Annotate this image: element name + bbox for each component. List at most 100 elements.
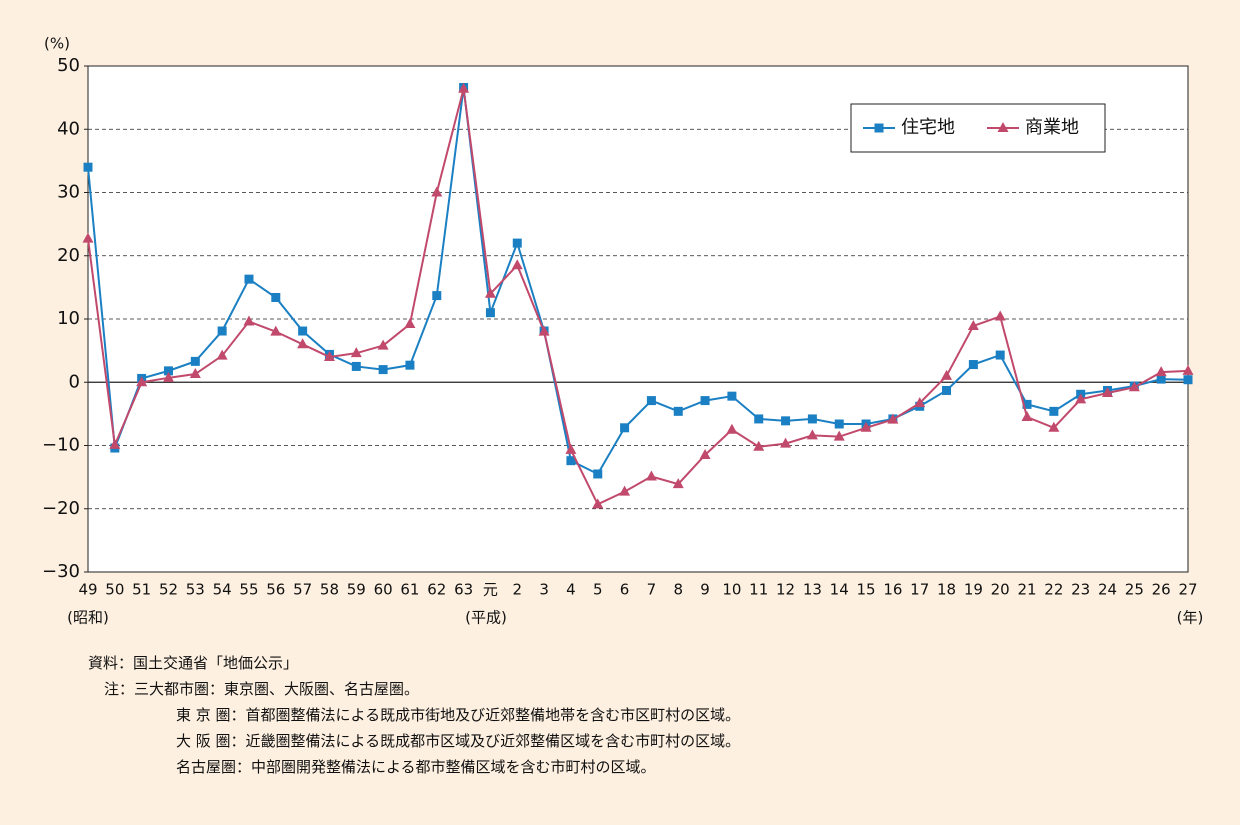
point [83,162,93,172]
point [806,429,818,440]
note: 資料：国土交通省「地価公示」 [88,654,298,672]
point [270,325,282,336]
point [297,338,309,349]
point [781,416,791,426]
y-tick-label: 20 [57,245,80,266]
point [565,443,577,454]
point [216,349,228,360]
point [404,318,416,329]
point [323,350,335,361]
point [1075,393,1087,404]
point [163,366,173,376]
point [431,186,443,197]
point [1102,387,1114,398]
point [458,82,470,93]
point [673,406,683,416]
point [511,259,523,270]
x-tick-label: 22 [1044,581,1063,599]
x-tick-label: 57 [293,581,312,599]
x-tick-label: 19 [964,581,983,599]
x-tick-label: 11 [749,581,768,599]
point [619,485,631,496]
y-tick-label: −10 [42,435,80,456]
x-tick-label: 4 [566,581,576,599]
y-tick-label: 0 [69,371,80,392]
point [189,368,201,379]
point [593,469,603,479]
point [1048,421,1060,432]
point [217,326,227,336]
y-tick-label: −30 [42,561,80,582]
point [512,238,522,248]
legend-label: 商業地 [1025,117,1079,138]
x-tick-label: 15 [857,581,876,599]
point [484,287,496,298]
point [753,440,765,451]
point [1021,411,1033,422]
point [942,385,952,395]
point [190,356,200,366]
note: 大 阪 圏：近畿圏整備法による既成都市区域及び近郊整備区域を含む市町村の区域。 [176,732,740,750]
point [1049,406,1059,416]
x-tick-label: 14 [830,581,849,599]
point [968,360,978,370]
x-tick-label: 60 [374,581,393,599]
point [1183,375,1193,385]
x-tick-label: 13 [803,581,822,599]
point [874,123,884,133]
point [405,360,415,370]
x-tick-label: 2 [512,581,522,599]
point [941,369,953,380]
point [672,478,684,489]
x-tick-label: 17 [910,581,929,599]
plot-border [87,65,1189,573]
x-tick-label: 7 [647,581,657,599]
point [997,122,1009,132]
point [834,419,844,429]
point [82,232,94,243]
era-label: (昭和) [67,609,109,627]
x-tick-label: 27 [1178,581,1197,599]
x-tick-label: 24 [1098,581,1117,599]
point [1022,399,1032,409]
point [1182,364,1194,375]
point [298,326,308,336]
x-tick-label: 54 [213,581,232,599]
x-tick-label: 52 [159,581,178,599]
x-tick-label: 56 [266,581,285,599]
point [727,391,737,401]
x-tick-label: 53 [186,581,205,599]
series-line [87,88,1189,506]
point [726,423,738,434]
point [485,308,495,318]
point [887,413,899,424]
point [754,414,764,424]
point [1156,374,1166,384]
point [914,397,926,408]
point [244,274,254,284]
x-tick-label: 61 [400,581,419,599]
x-tick-label: 18 [937,581,956,599]
point [780,437,792,448]
point [271,292,281,302]
x-tick-label: 59 [347,581,366,599]
y-tick-label: 30 [57,182,80,203]
y-unit: (%) [44,35,70,53]
point [995,350,1005,360]
x-tick-label: 3 [539,581,549,599]
point [109,438,121,449]
x-tick-label: 55 [239,581,258,599]
y-tick-label: −20 [42,498,80,519]
point [377,339,389,350]
point [566,456,576,466]
point [1128,381,1140,392]
x-tick-label: 6 [620,581,630,599]
note: 東 京 圏：首都圏整備法による既成市街地及び近郊整備地帯を含む市区町村の区域。 [176,706,740,724]
point [994,310,1006,321]
point [432,291,442,301]
point [538,325,550,336]
x-tick-label: 12 [776,581,795,599]
point [350,347,362,358]
y-tick-label: 10 [57,308,80,329]
